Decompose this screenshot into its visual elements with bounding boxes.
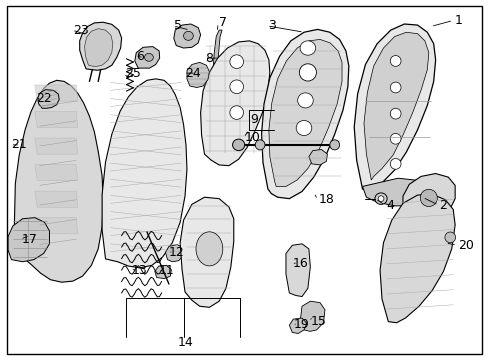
Text: 10: 10: [244, 131, 260, 144]
Polygon shape: [35, 165, 78, 181]
Ellipse shape: [196, 232, 223, 266]
Ellipse shape: [389, 158, 400, 169]
Text: 25: 25: [125, 67, 141, 80]
Polygon shape: [308, 149, 327, 165]
Ellipse shape: [374, 193, 386, 204]
Ellipse shape: [255, 140, 264, 150]
Ellipse shape: [377, 196, 383, 202]
Polygon shape: [353, 24, 435, 190]
Ellipse shape: [229, 106, 243, 120]
Text: 24: 24: [184, 67, 201, 80]
Ellipse shape: [389, 82, 400, 93]
Polygon shape: [35, 218, 78, 234]
Polygon shape: [261, 30, 348, 199]
Ellipse shape: [299, 64, 316, 81]
Polygon shape: [402, 174, 454, 222]
Polygon shape: [35, 138, 78, 154]
Polygon shape: [363, 32, 428, 180]
Polygon shape: [8, 218, 49, 262]
Ellipse shape: [229, 55, 243, 68]
Text: 22: 22: [36, 92, 51, 105]
Polygon shape: [135, 46, 159, 68]
Ellipse shape: [389, 55, 400, 66]
Polygon shape: [173, 24, 200, 48]
Ellipse shape: [144, 53, 153, 61]
Text: 1: 1: [453, 14, 461, 27]
Text: 11: 11: [159, 264, 175, 277]
Text: 4: 4: [385, 199, 393, 212]
Ellipse shape: [419, 189, 436, 207]
Polygon shape: [379, 194, 454, 323]
Polygon shape: [35, 85, 78, 101]
Polygon shape: [14, 80, 103, 282]
Ellipse shape: [389, 108, 400, 119]
Text: 2: 2: [439, 199, 447, 212]
Text: 6: 6: [136, 50, 144, 63]
Text: 13: 13: [131, 264, 147, 277]
Ellipse shape: [389, 134, 400, 144]
Text: 17: 17: [21, 233, 37, 246]
Ellipse shape: [300, 41, 315, 55]
Ellipse shape: [444, 232, 455, 243]
Text: 23: 23: [73, 24, 88, 37]
Text: 15: 15: [310, 315, 325, 328]
Text: 18: 18: [318, 193, 334, 206]
Text: 21: 21: [11, 138, 27, 151]
Ellipse shape: [232, 139, 244, 150]
Polygon shape: [362, 178, 433, 206]
Text: 9: 9: [250, 113, 258, 126]
Text: 8: 8: [205, 51, 213, 64]
Polygon shape: [38, 90, 59, 108]
Text: 14: 14: [178, 336, 193, 348]
Ellipse shape: [183, 31, 193, 40]
Polygon shape: [84, 29, 113, 67]
Polygon shape: [285, 244, 310, 297]
Polygon shape: [268, 40, 341, 186]
Polygon shape: [35, 191, 78, 207]
Polygon shape: [209, 30, 222, 148]
Polygon shape: [200, 41, 269, 166]
Text: 3: 3: [267, 19, 275, 32]
Text: 12: 12: [168, 246, 184, 259]
Ellipse shape: [297, 93, 313, 108]
Polygon shape: [186, 62, 209, 87]
Polygon shape: [300, 301, 325, 331]
Ellipse shape: [296, 121, 311, 135]
Polygon shape: [155, 265, 171, 279]
Text: 7: 7: [219, 17, 227, 30]
Text: 5: 5: [173, 19, 182, 32]
Ellipse shape: [229, 80, 243, 94]
Polygon shape: [35, 112, 78, 128]
Text: 20: 20: [457, 239, 473, 252]
Polygon shape: [180, 197, 233, 307]
Polygon shape: [80, 22, 122, 70]
Polygon shape: [102, 79, 186, 268]
Polygon shape: [165, 244, 183, 262]
Polygon shape: [289, 318, 306, 333]
Ellipse shape: [329, 140, 339, 150]
Text: 16: 16: [292, 257, 307, 270]
Text: 19: 19: [293, 318, 308, 331]
